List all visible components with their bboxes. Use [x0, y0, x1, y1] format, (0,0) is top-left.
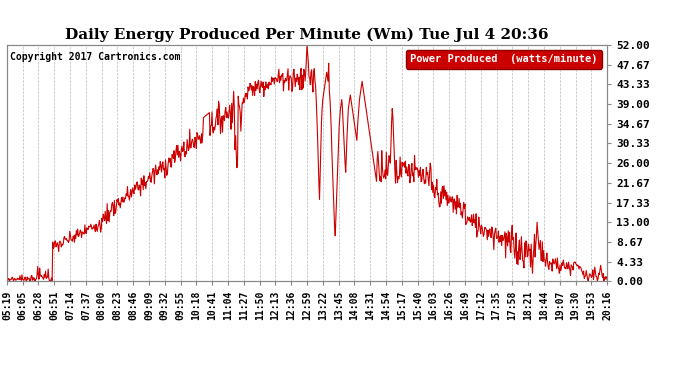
Legend: Power Produced  (watts/minute): Power Produced (watts/minute) [406, 50, 602, 69]
Title: Daily Energy Produced Per Minute (Wm) Tue Jul 4 20:36: Daily Energy Produced Per Minute (Wm) Tu… [66, 28, 549, 42]
Text: Copyright 2017 Cartronics.com: Copyright 2017 Cartronics.com [10, 52, 180, 62]
